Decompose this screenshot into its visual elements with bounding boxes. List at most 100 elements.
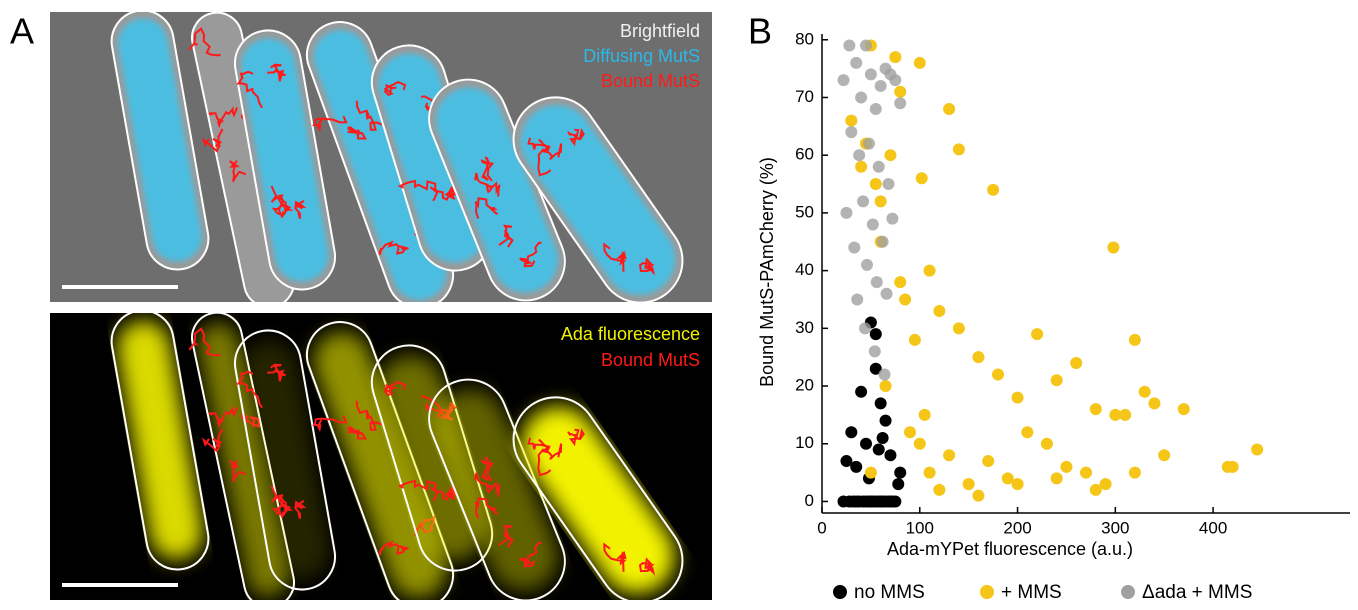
data-point [875, 195, 887, 207]
data-point [855, 386, 867, 398]
legend-marker [833, 585, 847, 599]
data-point [916, 172, 928, 184]
data-point [1129, 334, 1141, 346]
data-point [1051, 472, 1063, 484]
data-point [859, 322, 871, 334]
scatter-plot: 010020030040001020304050607080no MMS+ MM… [795, 29, 1350, 603]
data-point [943, 103, 955, 115]
data-point [855, 161, 867, 173]
data-point [1080, 467, 1092, 479]
data-point [899, 293, 911, 305]
x-tick-label: 300 [1101, 518, 1129, 537]
data-point [871, 276, 883, 288]
data-point [889, 74, 901, 86]
x-tick-label: 400 [1199, 518, 1227, 537]
data-point [843, 40, 855, 52]
y-tick-label: 40 [795, 260, 814, 279]
x-tick-label: 0 [817, 518, 826, 537]
legend-marker [980, 585, 994, 599]
legend-label: + MMS [1001, 582, 1062, 603]
data-point [943, 449, 955, 461]
y-tick-label: 60 [795, 145, 814, 164]
data-point [889, 51, 901, 63]
data-point [924, 467, 936, 479]
data-point [972, 351, 984, 363]
data-point [879, 368, 891, 380]
data-point [853, 149, 865, 161]
data-point [894, 86, 906, 98]
data-point [914, 438, 926, 450]
data-point [1021, 426, 1033, 438]
data-point [933, 484, 945, 496]
data-point [838, 74, 850, 86]
legend-label: no MMS [854, 582, 925, 603]
image-label: Bound MutS [601, 350, 700, 370]
image-label: Brightfield [620, 21, 700, 41]
data-point [992, 368, 1004, 380]
data-point [884, 449, 896, 461]
data-point [933, 305, 945, 317]
data-point [1090, 484, 1102, 496]
data-point [865, 467, 877, 479]
data-point [924, 265, 936, 277]
y-tick-label: 20 [795, 376, 814, 395]
data-point [865, 68, 877, 80]
data-point [860, 40, 872, 52]
image-label: Diffusing MutS [583, 46, 700, 66]
data-point [840, 207, 852, 219]
y-tick-label: 70 [795, 87, 814, 106]
data-point [889, 495, 901, 507]
data-point [867, 218, 879, 230]
data-point [894, 276, 906, 288]
data-point [870, 103, 882, 115]
data-point [860, 438, 872, 450]
data-point [914, 57, 926, 69]
data-point [845, 126, 857, 138]
data-point [982, 455, 994, 467]
data-point [870, 178, 882, 190]
data-point [963, 478, 975, 490]
data-point [894, 97, 906, 109]
y-tick-label: 80 [795, 29, 814, 48]
data-point [877, 432, 889, 444]
x-tick-label: 200 [1003, 518, 1031, 537]
data-point [1012, 392, 1024, 404]
data-point [870, 328, 882, 340]
data-point [892, 478, 904, 490]
data-point [851, 293, 863, 305]
data-point [873, 444, 885, 456]
data-point [1107, 242, 1119, 254]
data-point [873, 161, 885, 173]
data-point [877, 236, 889, 248]
data-point [857, 195, 869, 207]
data-point [1012, 478, 1024, 490]
y-tick-label: 30 [795, 318, 814, 337]
data-point [1119, 409, 1131, 421]
data-point [840, 455, 852, 467]
data-point [1051, 374, 1063, 386]
data-point [894, 467, 906, 479]
data-point [1227, 461, 1239, 473]
data-point [987, 184, 999, 196]
data-point [1158, 449, 1170, 461]
y-tick-label: 0 [805, 491, 814, 510]
data-point [882, 178, 894, 190]
data-point [855, 91, 867, 103]
panel-label: A [10, 11, 34, 52]
data-point [863, 138, 875, 150]
y-tick-label: 10 [795, 433, 814, 452]
data-point [845, 426, 857, 438]
data-point [953, 143, 965, 155]
data-point [875, 80, 887, 92]
data-point [1178, 403, 1190, 415]
data-point [1031, 328, 1043, 340]
data-point [880, 380, 892, 392]
data-point [848, 242, 860, 254]
legend-label: Δada + MMS [1142, 582, 1252, 603]
data-point [1090, 403, 1102, 415]
y-axis-label: Bound MutS-PAmCherry (%) [757, 157, 777, 387]
data-point [869, 345, 881, 357]
data-point [1148, 397, 1160, 409]
data-point [1129, 467, 1141, 479]
data-point [1041, 438, 1053, 450]
